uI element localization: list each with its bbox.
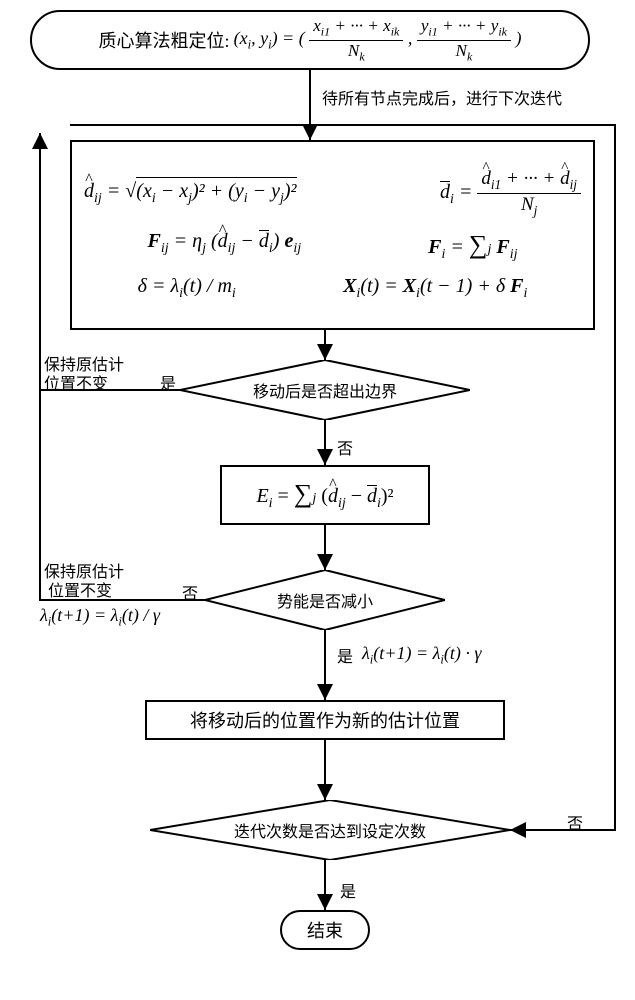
decision-iter-text: 迭代次数是否达到设定次数 — [204, 818, 456, 842]
energy-no-label: 否 — [180, 580, 200, 604]
energy-node: Ei = ∑j (dij − di)² — [220, 465, 430, 525]
bounds-yes-label: 是 — [158, 370, 178, 394]
iter-no-label: 否 — [565, 810, 585, 834]
update-pos-node: 将移动后的位置作为新的估计位置 — [145, 700, 505, 740]
bounds-yes-sidelabel: 保持原估计位置不变 — [42, 356, 126, 394]
calc-line-3: δ = λi(t) / mi Xi(t) = Xi(t − 1) + δ Fi — [84, 275, 581, 302]
flowchart-root: 质心算法粗定位: (xi, yi) = ( xi1 + ··· + xikNk … — [10, 10, 625, 990]
bounds-no-label: 否 — [335, 435, 355, 459]
decision-energy-text: 势能是否减小 — [247, 588, 403, 612]
energy-yes-label: 是 — [335, 643, 355, 667]
start-prefix: 质心算法粗定位: — [99, 27, 230, 53]
decision-bounds: 移动后是否超出边界 — [180, 360, 470, 420]
decision-iter: 迭代次数是否达到设定次数 — [150, 800, 510, 860]
update-pos-text: 将移动后的位置作为新的估计位置 — [190, 707, 460, 733]
start-node: 质心算法粗定位: (xi, yi) = ( xi1 + ··· + xikNk … — [30, 10, 590, 70]
iter-yes-label: 是 — [338, 878, 358, 902]
energy-no-formula: λi(t+1) = λi(t) / γ — [38, 605, 162, 630]
decision-energy: 势能是否减小 — [205, 570, 445, 630]
calc-line-2: Fij = ηj (dij − di) eij Fi = ∑j Fij — [84, 230, 581, 263]
energy-no-sidelabel: 保持原估计 位置不变 — [42, 563, 126, 601]
calc-line-1: dij = √(xi − xj)² + (yi − yj)² di = di1 … — [84, 168, 581, 219]
energy-formula: Ei = ∑j (dij − di)² — [256, 479, 393, 512]
loop-back-label: 待所有节点完成后，进行下次迭代 — [320, 85, 564, 109]
start-formula: (xi, yi) = ( xi1 + ··· + xikNk , yi1 + ·… — [234, 16, 522, 64]
decision-bounds-text: 移动后是否超出边界 — [223, 378, 427, 402]
energy-yes-formula: λi(t+1) = λi(t) · γ — [360, 643, 484, 668]
end-node: 结束 — [280, 910, 370, 950]
end-text: 结束 — [307, 917, 343, 943]
calc-node: dij = √(xi − xj)² + (yi − yj)² di = di1 … — [70, 140, 595, 330]
